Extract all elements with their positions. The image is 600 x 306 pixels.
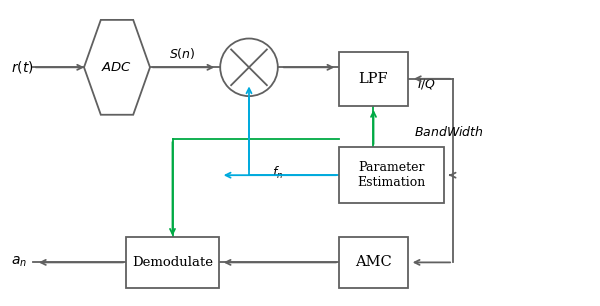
Text: $S(n)$: $S(n)$ (169, 46, 196, 61)
Text: AMC: AMC (355, 256, 392, 269)
Polygon shape (84, 20, 150, 115)
Text: $BandWidth$: $BandWidth$ (414, 125, 484, 139)
Text: $ADC$: $ADC$ (101, 61, 133, 74)
Text: $I / Q$: $I / Q$ (417, 77, 436, 91)
Text: Demodulate: Demodulate (132, 256, 213, 269)
Text: $r(t)$: $r(t)$ (11, 59, 34, 75)
FancyBboxPatch shape (339, 237, 408, 288)
FancyBboxPatch shape (339, 52, 408, 106)
Text: Parameter
Estimation: Parameter Estimation (358, 161, 425, 189)
Text: LPF: LPF (359, 72, 388, 86)
FancyBboxPatch shape (126, 237, 219, 288)
Ellipse shape (220, 39, 278, 96)
FancyBboxPatch shape (339, 147, 444, 203)
Text: $f_n$: $f_n$ (272, 165, 283, 181)
Text: $a_n$: $a_n$ (11, 255, 27, 270)
